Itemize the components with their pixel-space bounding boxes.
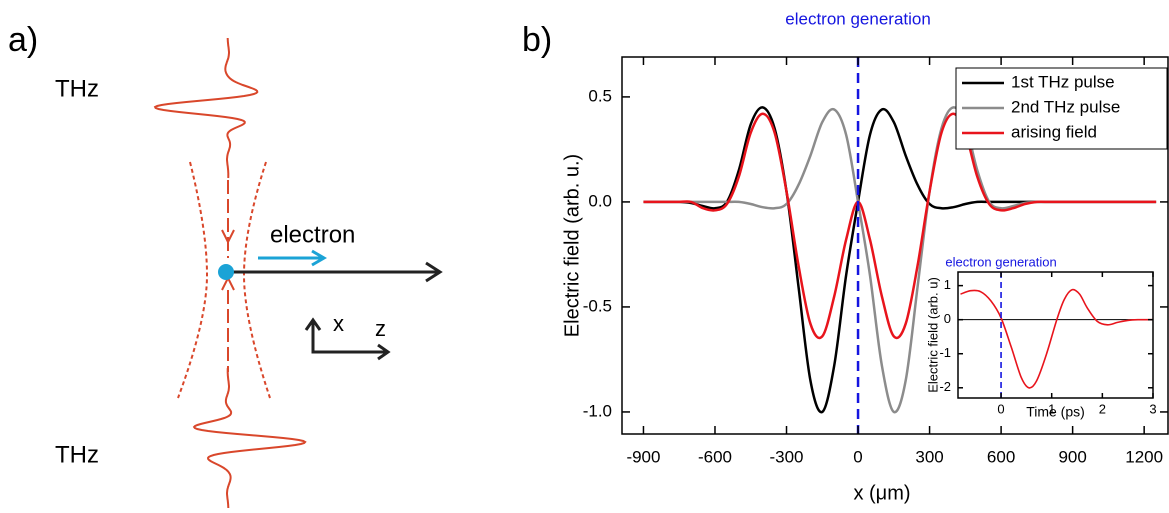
arrow-head <box>304 317 322 331</box>
x-axis-label: x (μm) <box>853 482 910 504</box>
x-tick-label: -900 <box>626 447 660 466</box>
legend-label: 1st THz pulse <box>1011 72 1115 91</box>
y-tick-label: -1.0 <box>583 401 612 420</box>
thz-label: THz <box>55 441 99 468</box>
x-tick-label: 0 <box>853 447 862 466</box>
y-tick-label: 0.0 <box>588 191 612 210</box>
thz-label: THz <box>55 75 99 102</box>
x-tick-label: 300 <box>915 447 943 466</box>
arrow-head <box>311 249 327 267</box>
series-line <box>960 288 1154 389</box>
y-tick-label: 1 <box>944 277 951 292</box>
x-tick-label: -600 <box>698 447 732 466</box>
annotation: electron generation <box>945 254 1056 269</box>
plot-frame <box>957 271 1154 399</box>
y-tick-label: -1 <box>939 345 951 360</box>
panel-label: b) <box>522 21 552 59</box>
y-tick-label: -0.5 <box>583 296 612 315</box>
x-tick-label: 900 <box>1058 447 1086 466</box>
thz-pulse <box>153 38 259 179</box>
x-tick-label: 2 <box>1099 401 1106 416</box>
arrow-head <box>425 261 443 283</box>
series-line <box>643 112 1157 340</box>
y-axis-label: Electric field (arb. u) <box>925 277 940 393</box>
x-tick-label: 1200 <box>1125 447 1163 466</box>
plot-frame <box>621 56 1169 435</box>
x-axis-label: Time (ps) <box>1026 404 1085 420</box>
coordinate-axes <box>311 320 388 354</box>
y-tick-label: 0.5 <box>588 86 612 105</box>
y-tick-label: 0 <box>944 311 951 326</box>
beam-edge <box>177 161 209 399</box>
x-tick-label: 0 <box>997 401 1004 416</box>
electron-dot <box>218 264 234 280</box>
arrow-head <box>221 275 235 291</box>
thz-pulse <box>192 367 307 508</box>
electron-label: electron <box>270 221 355 248</box>
diagram: THz THz electron x z <box>55 38 443 508</box>
y-axis-label: Electric field (arb. u.) <box>561 154 583 337</box>
x-tick-label: -300 <box>769 447 803 466</box>
axis-x-label: x <box>333 311 344 336</box>
x-tick-label: 3 <box>1149 401 1156 416</box>
x-tick-label: 600 <box>987 447 1015 466</box>
legend-label: 2nd THz pulse <box>1011 97 1120 116</box>
y-tick-label: -2 <box>939 379 951 394</box>
panel-label: a) <box>8 21 38 59</box>
chart: electron generation-900 -600 -300 0 300 600 90… <box>561 9 1169 504</box>
legend-label: arising field <box>1011 122 1097 141</box>
plot-area <box>958 272 1153 398</box>
arrow-head <box>221 229 235 245</box>
axis-z-label: z <box>375 316 386 341</box>
arrow-head <box>377 343 391 361</box>
beam-edge <box>242 161 271 399</box>
x-tick-label: 1 <box>1048 401 1055 416</box>
annotation: electron generation <box>785 9 931 28</box>
